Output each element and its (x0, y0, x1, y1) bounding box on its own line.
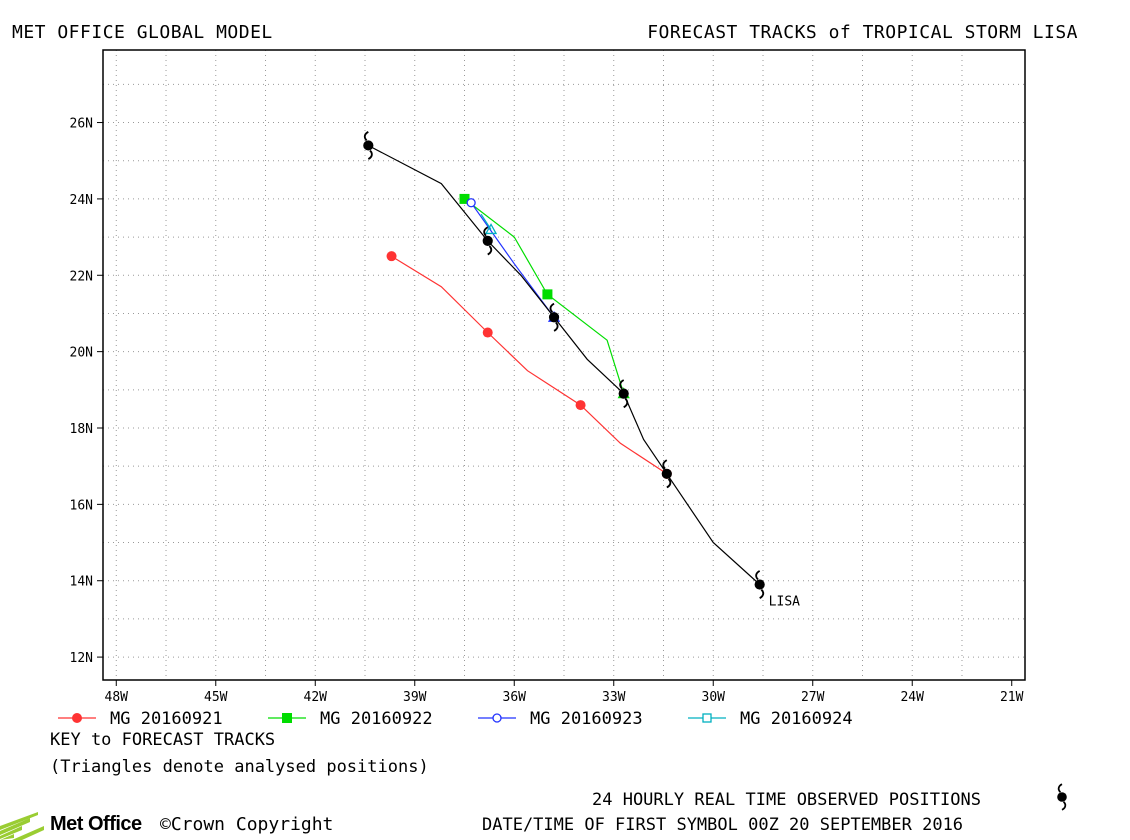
series-point (386, 251, 397, 262)
x-tick-label: 21W (1000, 690, 1024, 705)
x-tick-label: 33W (602, 690, 626, 705)
analysed-triangle (484, 223, 498, 235)
hurricane-icon (548, 302, 560, 332)
x-tick-label: 30W (702, 690, 726, 705)
x-tick-label: 39W (403, 690, 427, 705)
met-office-logo-text: Met Office (50, 813, 142, 835)
chart-title: FORECAST TRACKS of TROPICAL STORM LISA (647, 22, 1078, 43)
legend-item-0: MG 20160921 (58, 709, 223, 729)
observed-line (368, 144, 761, 585)
legend-item-3: MG 20160924 (688, 709, 853, 729)
series-point (542, 289, 553, 300)
hurricane-icon (363, 131, 374, 160)
series-3 (480, 213, 498, 235)
series-line (391, 255, 668, 475)
y-tick-label: 26N (70, 117, 93, 132)
y-tick-label: 22N (70, 269, 93, 284)
legend-item-1: MG 20160922 (268, 709, 433, 729)
hurricane-icon (482, 226, 493, 256)
legend-marker (492, 713, 502, 723)
y-tick-label: 16N (70, 498, 93, 513)
series-point (459, 193, 470, 204)
y-tick-label: 12N (70, 651, 93, 666)
x-tick-label: 45W (204, 690, 228, 705)
legend-label: MG 20160923 (530, 709, 643, 729)
y-tick-label: 24N (70, 193, 93, 208)
model-title: MET OFFICE GLOBAL MODEL (12, 22, 273, 43)
legend-marker (702, 713, 712, 723)
observed-track: LISA (363, 131, 800, 610)
x-tick-label: 27W (801, 690, 825, 705)
hurricane-icon (661, 459, 672, 489)
hurricane-icon (618, 379, 629, 409)
series-1 (459, 193, 630, 399)
copyright: ©Crown Copyright (160, 814, 334, 835)
plot-frame (102, 49, 1026, 681)
key-note: (Triangles denote analysed positions) (50, 757, 429, 777)
observed-positions-note: 24 HOURLY REAL TIME OBSERVED POSITIONS (592, 790, 981, 810)
legend-label: MG 20160922 (320, 709, 433, 729)
first-symbol-date: DATE/TIME OF FIRST SYMBOL 00Z 20 SEPTEMB… (482, 815, 964, 835)
x-tick-label: 36W (503, 690, 527, 705)
series-line (470, 202, 555, 318)
series-2 (466, 198, 561, 322)
y-tick-label: 18N (70, 422, 93, 437)
series-point (482, 327, 493, 338)
met-office-logo-icon (0, 812, 44, 840)
legend-label: MG 20160921 (110, 709, 223, 729)
y-tick-label: 20N (70, 346, 93, 361)
x-tick-label: 24W (900, 690, 924, 705)
hurricane-icon (754, 570, 765, 599)
legend-marker (282, 713, 292, 723)
y-tick-label: 14N (70, 575, 93, 590)
legend-label: MG 20160924 (740, 709, 853, 729)
storm-label: LISA (769, 595, 800, 610)
x-tick-label: 48W (105, 690, 129, 705)
x-tick-label: 42W (304, 690, 328, 705)
met-office-logo: Met Office ©Crown Copyright (0, 812, 360, 840)
legend-marker (72, 713, 82, 723)
legend-item-2: MG 20160923 (478, 709, 643, 729)
key-title: KEY to FORECAST TRACKS (50, 730, 276, 750)
observed-symbol-icon (1057, 783, 1067, 811)
series-point (466, 198, 476, 208)
series-point (575, 400, 586, 411)
